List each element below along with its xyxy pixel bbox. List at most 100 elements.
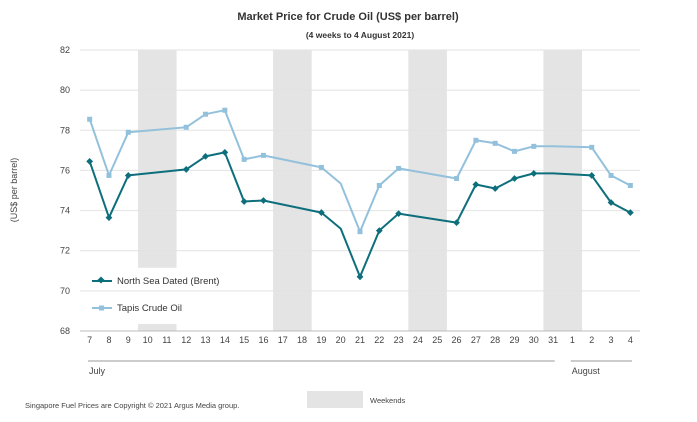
legend-tapis-marker	[99, 305, 104, 311]
y-tick-label: 82	[60, 45, 70, 55]
y-tick-label: 76	[60, 165, 70, 175]
x-tick-label: 31	[548, 335, 558, 345]
series-line	[88, 151, 631, 278]
x-tick-label: 28	[490, 335, 500, 345]
y-tick-label: 68	[60, 326, 70, 336]
y-tick-label: 72	[60, 246, 70, 256]
x-tick-label: 30	[529, 335, 539, 345]
legend: North Sea Dated (Brent) Tapis Crude Oil	[92, 276, 219, 314]
x-tick-label: 27	[471, 335, 481, 345]
x-tick-label: 4	[628, 335, 633, 345]
data-point	[375, 227, 383, 235]
data-point	[531, 143, 537, 149]
weekends-key-swatch	[307, 391, 363, 408]
data-point	[106, 172, 112, 178]
legend-brent-label: North Sea Dated (Brent)	[117, 276, 219, 287]
x-tick-label: 10	[143, 335, 153, 345]
data-point	[376, 182, 382, 188]
data-point	[260, 197, 267, 204]
weekend-band	[543, 50, 583, 331]
x-tick-label: 18	[297, 335, 307, 345]
x-tick-label: 12	[181, 335, 191, 345]
x-tick-label: 9	[126, 335, 131, 345]
month-labels: July August	[88, 360, 632, 376]
data-point	[453, 219, 460, 227]
data-point	[626, 209, 634, 216]
x-tick-label: 3	[609, 335, 614, 345]
weekends-key-label: Weekends	[370, 396, 406, 405]
y-tick-label: 70	[60, 286, 70, 296]
data-point	[530, 170, 538, 177]
legend-tapis-label: Tapis Crude Oil	[117, 303, 182, 314]
x-tick-label: 8	[106, 335, 111, 345]
data-point	[87, 116, 93, 122]
x-tick-label: 13	[201, 335, 211, 345]
weekend-band	[137, 50, 177, 268]
y-tick-label: 80	[60, 85, 70, 95]
x-tick-label: 19	[316, 335, 326, 345]
data-point	[203, 111, 209, 117]
data-point	[182, 166, 190, 173]
data-point	[202, 152, 209, 160]
data-point	[396, 165, 402, 171]
x-tick-label: 14	[220, 335, 230, 345]
x-axis-ticks: 7 8 9 10 11 12 13 14 15 16 17 18 19 20 21 22 23 24 25 26 27 2…	[87, 335, 633, 345]
x-tick-label: 21	[355, 335, 365, 345]
data-point	[260, 152, 266, 158]
data-point	[511, 148, 517, 154]
x-tick-label: 15	[239, 335, 249, 345]
x-tick-label: 26	[452, 335, 462, 345]
data-point	[454, 175, 460, 181]
data-point	[357, 229, 363, 235]
y-axis-ticks: 68 70 72 74 76 78 80 82	[60, 45, 70, 336]
data-point	[318, 164, 324, 170]
x-tick-label: 11	[162, 335, 171, 345]
x-tick-label: 16	[258, 335, 268, 345]
y-axis-label: (US$ per barrel)	[9, 158, 19, 223]
chart-subtitle: (4 weeks to 4 August 2021)	[306, 30, 415, 40]
data-point	[472, 181, 480, 188]
data-point	[86, 158, 94, 165]
y-tick-label: 78	[60, 125, 70, 135]
weekend-band	[408, 50, 447, 331]
data-point	[183, 124, 189, 130]
x-tick-label: 7	[87, 335, 92, 345]
x-tick-label: 20	[336, 335, 346, 345]
x-tick-label: 29	[509, 335, 519, 345]
series-layer	[86, 107, 634, 281]
data-point	[240, 198, 248, 205]
data-point	[492, 140, 498, 146]
series-tapis	[87, 107, 633, 235]
data-point	[491, 185, 499, 192]
data-point	[221, 148, 229, 156]
data-point	[395, 210, 403, 217]
x-tick-label: 23	[394, 335, 404, 345]
legend-brent-marker	[97, 276, 105, 284]
data-point	[222, 107, 228, 113]
month-label: August	[572, 366, 601, 376]
data-point	[588, 172, 596, 179]
x-tick-label: 1	[570, 335, 575, 345]
data-point	[589, 144, 595, 150]
x-tick-label: 22	[374, 335, 384, 345]
data-point	[608, 172, 614, 178]
x-tick-label: 25	[432, 335, 442, 345]
data-point	[627, 182, 633, 188]
x-tick-label: 2	[589, 335, 594, 345]
weekend-band	[137, 323, 177, 331]
y-tick-label: 74	[60, 206, 70, 216]
x-tick-label: 24	[413, 335, 423, 345]
data-point	[125, 129, 131, 135]
data-point	[124, 172, 132, 179]
data-point	[473, 137, 479, 143]
data-point	[105, 214, 113, 221]
month-label: July	[89, 366, 106, 376]
data-point	[317, 209, 325, 216]
copyright-text: Singapore Fuel Prices are Copyright © 20…	[25, 401, 239, 410]
data-point	[356, 273, 364, 281]
chart-title: Market Price for Crude Oil (US$ per barr…	[237, 11, 459, 23]
x-tick-label: 17	[278, 335, 288, 345]
data-point	[511, 175, 518, 182]
weekend-bands	[137, 50, 583, 331]
